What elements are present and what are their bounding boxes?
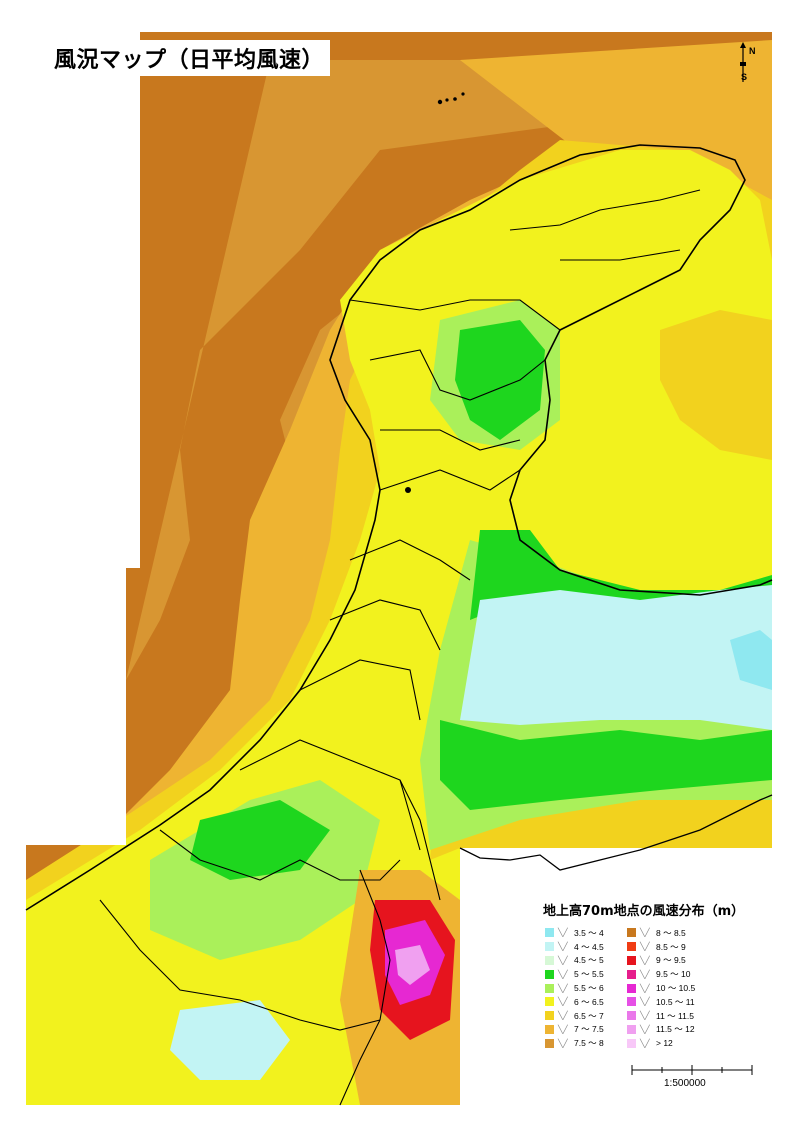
legend-swatch	[545, 928, 554, 938]
legend-line-icon: ╲╱	[640, 983, 650, 993]
legend-item: ╲╱ 8 〜 8.5	[627, 926, 695, 940]
scale-bar: 1:500000	[624, 1060, 764, 1100]
legend-item: ╲╱ 7 〜 7.5	[545, 1023, 604, 1037]
bay-inner-zone	[660, 310, 772, 460]
legend-line-icon: ╲╱	[558, 983, 568, 993]
south-green-strong	[190, 800, 330, 880]
legend-swatch	[545, 969, 554, 979]
legend-label: 10.5 〜 11	[656, 996, 695, 1007]
legend-line-icon: ╲╱	[558, 942, 568, 952]
legend-label: 4 〜 4.5	[574, 941, 604, 952]
legend-label: 5 〜 5.5	[574, 969, 604, 980]
legend-swatch	[627, 969, 636, 979]
legend-column-right: ╲╱ 8 〜 8.5 ╲╱ 8.5 〜 9 ╲╱ 9 〜 9.5 ╲╱ 9.5 〜 10 ╲╱ 1…	[627, 926, 695, 1050]
legend-item: ╲╱ 10 〜 10.5	[627, 981, 695, 995]
legend-line-icon: ╲╱	[558, 1038, 568, 1048]
legend-swatch	[627, 983, 636, 993]
legend-swatch	[627, 997, 636, 1007]
legend-swatch	[627, 1011, 636, 1021]
legend-item: ╲╱ 11 〜 11.5	[627, 1009, 695, 1023]
legend-label: 7 〜 7.5	[574, 1024, 604, 1035]
legend-label: 3.5 〜 4	[574, 927, 604, 938]
legend-item: ╲╱ 5 〜 5.5	[545, 967, 604, 981]
legend-line-icon: ╲╱	[640, 1011, 650, 1021]
legend-line-icon: ╲╱	[640, 969, 650, 979]
legend-item: ╲╱ 8.5 〜 9	[627, 940, 695, 954]
legend-item: ╲╱ 4.5 〜 5	[545, 954, 604, 968]
legend-item: ╲╱ 9.5 〜 10	[627, 967, 695, 981]
legend-line-icon: ╲╱	[640, 955, 650, 965]
legend-label: 6.5 〜 7	[574, 1010, 604, 1021]
legend: 地上高70m地点の風速分布（m） ╲╱ 3.5 〜 4 ╲╱ 4 〜 4.5 ╲╱ 4.5…	[531, 894, 761, 1049]
legend-swatch	[545, 942, 554, 952]
legend-column-left: ╲╱ 3.5 〜 4 ╲╱ 4 〜 4.5 ╲╱ 4.5 〜 5 ╲╱ 5 〜 5.5 ╲╱ 5.…	[545, 926, 604, 1050]
legend-item: ╲╱ 10.5 〜 11	[627, 995, 695, 1009]
scale-bar-graphic	[631, 1065, 753, 1075]
legend-swatch	[627, 928, 636, 938]
legend-swatch	[545, 1024, 554, 1034]
green-strong-zone-south	[440, 720, 772, 810]
legend-label: 9.5 〜 10	[656, 969, 691, 980]
legend-swatch	[545, 1011, 554, 1021]
south-calm-zone	[170, 1000, 290, 1080]
legend-swatch	[545, 955, 554, 965]
legend-line-icon: ╲╱	[558, 955, 568, 965]
legend-label: 10 〜 10.5	[656, 983, 696, 994]
legend-item: ╲╱ 3.5 〜 4	[545, 926, 604, 940]
legend-swatch	[545, 997, 554, 1007]
legend-swatch	[545, 983, 554, 993]
legend-title: 地上高70m地点の風速分布（m）	[543, 904, 745, 919]
south-label: S	[741, 72, 748, 82]
scale-label: 1:500000	[664, 1078, 706, 1089]
legend-swatch	[545, 1038, 554, 1048]
legend-line-icon: ╲╱	[640, 1024, 650, 1034]
legend-item: ╲╱ 6 〜 6.5	[545, 995, 604, 1009]
legend-line-icon: ╲╱	[558, 1024, 568, 1034]
legend-line-icon: ╲╱	[558, 1011, 568, 1021]
legend-label: 8.5 〜 9	[656, 941, 686, 952]
legend-line-icon: ╲╱	[640, 928, 650, 938]
legend-line-icon: ╲╱	[558, 969, 568, 979]
north-arrow: N S	[737, 40, 763, 92]
legend-item: ╲╱ 7.5 〜 8	[545, 1036, 604, 1050]
mountain-pink-zone	[395, 945, 430, 985]
legend-label: > 12	[656, 1038, 673, 1049]
north-label: N	[749, 46, 756, 56]
calm-deep-zone	[730, 630, 772, 690]
noto-green-strong	[455, 320, 545, 440]
legend-swatch	[627, 1038, 636, 1048]
legend-line-icon: ╲╱	[640, 1038, 650, 1048]
map-title: 風況マップ（日平均風速）	[48, 40, 331, 76]
legend-label: 5.5 〜 6	[574, 983, 604, 994]
legend-label: 9 〜 9.5	[656, 955, 686, 966]
calm-zone	[460, 585, 772, 730]
legend-item: ╲╱ 6.5 〜 7	[545, 1009, 604, 1023]
islands	[405, 92, 465, 493]
legend-label: 8 〜 8.5	[656, 927, 686, 938]
legend-label: 4.5 〜 5	[574, 955, 604, 966]
legend-swatch	[627, 955, 636, 965]
legend-label: 11 〜 11.5	[656, 1010, 694, 1021]
municipal-boundaries	[99, 189, 701, 1106]
legend-item: ╲╱ 9 〜 9.5	[627, 954, 695, 968]
legend-item: ╲╱ 4 〜 4.5	[545, 940, 604, 954]
legend-label: 6 〜 6.5	[574, 996, 604, 1007]
compass-icon	[740, 42, 746, 82]
legend-swatch	[627, 942, 636, 952]
legend-label: 7.5 〜 8	[574, 1038, 604, 1049]
legend-line-icon: ╲╱	[640, 942, 650, 952]
legend-line-icon: ╲╱	[640, 997, 650, 1007]
legend-line-icon: ╲╱	[558, 928, 568, 938]
legend-item: ╲╱ 11.5 〜 12	[627, 1023, 695, 1037]
inner-bay-coast	[459, 794, 773, 871]
legend-line-icon: ╲╱	[558, 997, 568, 1007]
legend-swatch	[627, 1024, 636, 1034]
legend-item: ╲╱ 5.5 〜 6	[545, 981, 604, 995]
legend-item: ╲╱ > 12	[627, 1036, 695, 1050]
legend-label: 11.5 〜 12	[656, 1024, 695, 1035]
